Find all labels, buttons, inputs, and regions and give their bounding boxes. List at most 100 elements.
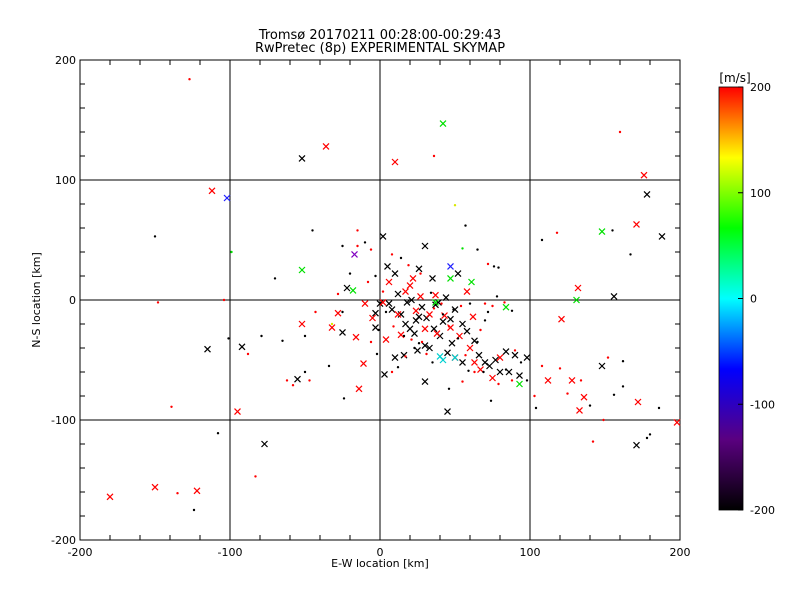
data-point-x bbox=[496, 368, 504, 376]
colorbar-tick-labels: 200 100 0 -100 -200 bbox=[738, 81, 775, 517]
data-point-dot bbox=[440, 302, 443, 305]
data-point-x bbox=[372, 309, 379, 317]
data-point-x bbox=[471, 337, 478, 345]
data-point-x bbox=[418, 303, 426, 311]
x-tick-label: 0 bbox=[377, 546, 384, 559]
data-point-dot bbox=[431, 361, 434, 364]
data-point-dot bbox=[533, 394, 536, 398]
data-point-dot bbox=[429, 291, 433, 294]
data-point-x bbox=[391, 270, 399, 278]
data-point-dot bbox=[330, 322, 334, 326]
data-point-dot bbox=[492, 265, 496, 268]
data-point-x bbox=[475, 351, 483, 359]
data-point-dot bbox=[519, 361, 523, 364]
data-point-x bbox=[466, 344, 474, 352]
colorbar-tick-label: 200 bbox=[750, 81, 771, 94]
data-point-dot bbox=[260, 334, 263, 338]
colorbar-tick-label: 100 bbox=[750, 187, 771, 200]
data-point-dot bbox=[384, 310, 388, 314]
data-point-x bbox=[351, 250, 358, 258]
data-point-x bbox=[426, 310, 433, 318]
data-point-dot bbox=[336, 292, 340, 296]
data-point-x bbox=[633, 220, 640, 228]
data-point-dot bbox=[291, 384, 295, 387]
data-point-x bbox=[421, 342, 429, 350]
data-point-dot bbox=[461, 380, 464, 383]
data-point-x bbox=[223, 194, 231, 202]
data-point-x bbox=[447, 315, 454, 323]
data-point-x bbox=[238, 343, 246, 351]
colorbar-tick-label: -100 bbox=[750, 398, 775, 411]
data-point-dot bbox=[648, 433, 652, 436]
data-point-x bbox=[334, 309, 342, 317]
data-point-dot bbox=[476, 248, 479, 251]
data-point-dot bbox=[216, 432, 220, 435]
data-point-dot bbox=[540, 364, 544, 368]
data-point-x bbox=[298, 266, 306, 274]
data-point-x bbox=[391, 158, 399, 166]
data-point-x bbox=[459, 320, 466, 328]
data-point-x bbox=[658, 232, 666, 240]
data-point-x bbox=[397, 310, 405, 318]
data-point-x bbox=[352, 333, 360, 341]
data-point-dot bbox=[396, 366, 400, 369]
data-point-dot bbox=[417, 342, 421, 345]
data-point-x bbox=[439, 120, 447, 128]
chart-title: Tromsø 20170211 00:28:00-00:29:43 bbox=[258, 28, 501, 43]
data-point-x bbox=[481, 358, 489, 366]
data-point-x bbox=[492, 356, 499, 364]
data-point-x bbox=[339, 328, 346, 336]
data-point-x bbox=[444, 349, 451, 357]
data-point-x bbox=[421, 325, 429, 333]
data-point-dot bbox=[369, 340, 373, 344]
data-point-dot bbox=[230, 250, 233, 254]
data-point-dot bbox=[479, 328, 482, 332]
data-point-x bbox=[379, 298, 387, 306]
data-point-x bbox=[369, 314, 376, 322]
data-point-x bbox=[447, 274, 454, 282]
data-point-x bbox=[415, 265, 423, 273]
data-point-dot bbox=[402, 334, 406, 338]
data-point-dot bbox=[420, 340, 424, 344]
data-point-x bbox=[444, 408, 451, 416]
colorbar-label: [m/s] bbox=[719, 71, 750, 85]
data-point-x bbox=[496, 354, 504, 362]
data-point-dot bbox=[156, 301, 160, 304]
data-point-dot bbox=[588, 404, 592, 407]
data-point-dot bbox=[540, 238, 544, 242]
data-point-dot bbox=[489, 399, 493, 402]
data-point-dot bbox=[348, 272, 352, 275]
data-point-dot bbox=[281, 339, 284, 342]
data-point-dot bbox=[534, 406, 538, 410]
data-point-dot bbox=[390, 370, 394, 374]
data-point-x bbox=[486, 362, 493, 370]
data-point-x bbox=[468, 278, 475, 286]
y-tick-label: -200 bbox=[51, 534, 76, 547]
data-point-x bbox=[463, 288, 471, 296]
chart-titles: Tromsø 20170211 00:28:00-00:29:43 RwPret… bbox=[255, 28, 505, 56]
y-tick-label: 0 bbox=[69, 294, 76, 307]
data-point-dot bbox=[303, 334, 307, 338]
data-point-dot bbox=[356, 244, 359, 248]
data-point-x bbox=[208, 187, 216, 195]
data-point-x bbox=[451, 354, 459, 362]
y-tick-label: -100 bbox=[51, 414, 76, 427]
data-point-dot bbox=[461, 247, 464, 250]
data-point-dot bbox=[246, 352, 250, 356]
data-point-x bbox=[502, 303, 510, 311]
data-point-dot bbox=[468, 302, 472, 305]
colorbar-tick-label: -200 bbox=[750, 504, 775, 517]
data-point-x bbox=[598, 362, 606, 370]
data-point-x bbox=[355, 385, 363, 393]
data-point-x bbox=[106, 493, 114, 501]
y-axis-label: N-S location [km] bbox=[30, 252, 43, 348]
data-point-x bbox=[384, 262, 391, 270]
data-point-x bbox=[576, 406, 583, 414]
data-point-dot bbox=[459, 304, 463, 308]
data-point-dot bbox=[192, 508, 196, 512]
data-point-x bbox=[298, 320, 306, 328]
data-point-dot bbox=[611, 229, 614, 232]
data-point-x bbox=[403, 298, 411, 306]
data-point-x bbox=[580, 393, 588, 401]
data-point-dot bbox=[314, 310, 317, 314]
